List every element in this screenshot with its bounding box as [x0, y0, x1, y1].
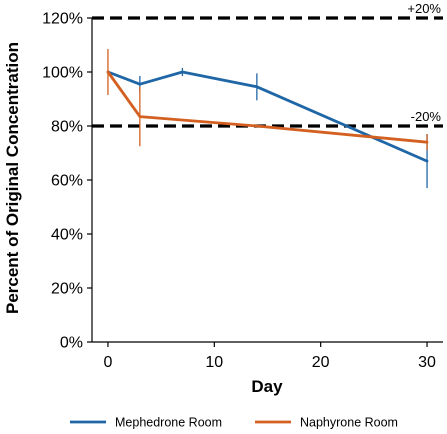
y-tick-label: 120%	[42, 11, 83, 28]
data-point	[181, 70, 184, 74]
data-point	[425, 141, 429, 144]
y-axis-title: Percent of Original Concentration	[3, 42, 22, 314]
reference-line-label: +20%	[407, 1, 441, 16]
y-tick-label: 0%	[60, 335, 83, 352]
data-point	[106, 70, 110, 74]
series-line-1	[106, 70, 429, 144]
y-tick-label: 100%	[42, 65, 83, 82]
reference-line-label: -20%	[411, 109, 442, 124]
data-point	[425, 159, 429, 163]
x-tick-label: 20	[312, 354, 330, 371]
data-point	[138, 82, 142, 86]
data-point	[255, 85, 259, 89]
y-tick-label: 80%	[51, 119, 83, 136]
legend-label: Naphyrone Room	[300, 416, 398, 430]
x-tick-label: 0	[104, 354, 113, 371]
y-tick-label: 20%	[51, 281, 83, 298]
x-tick-label: 10	[205, 354, 223, 371]
data-point	[255, 124, 259, 128]
data-point	[138, 115, 142, 118]
legend-label: Mephedrone Room	[115, 416, 222, 430]
y-tick-label: 60%	[51, 173, 83, 190]
x-tick-label: 30	[418, 354, 436, 371]
x-axis-title: Day	[251, 377, 283, 396]
y-tick-label: 40%	[51, 227, 83, 244]
